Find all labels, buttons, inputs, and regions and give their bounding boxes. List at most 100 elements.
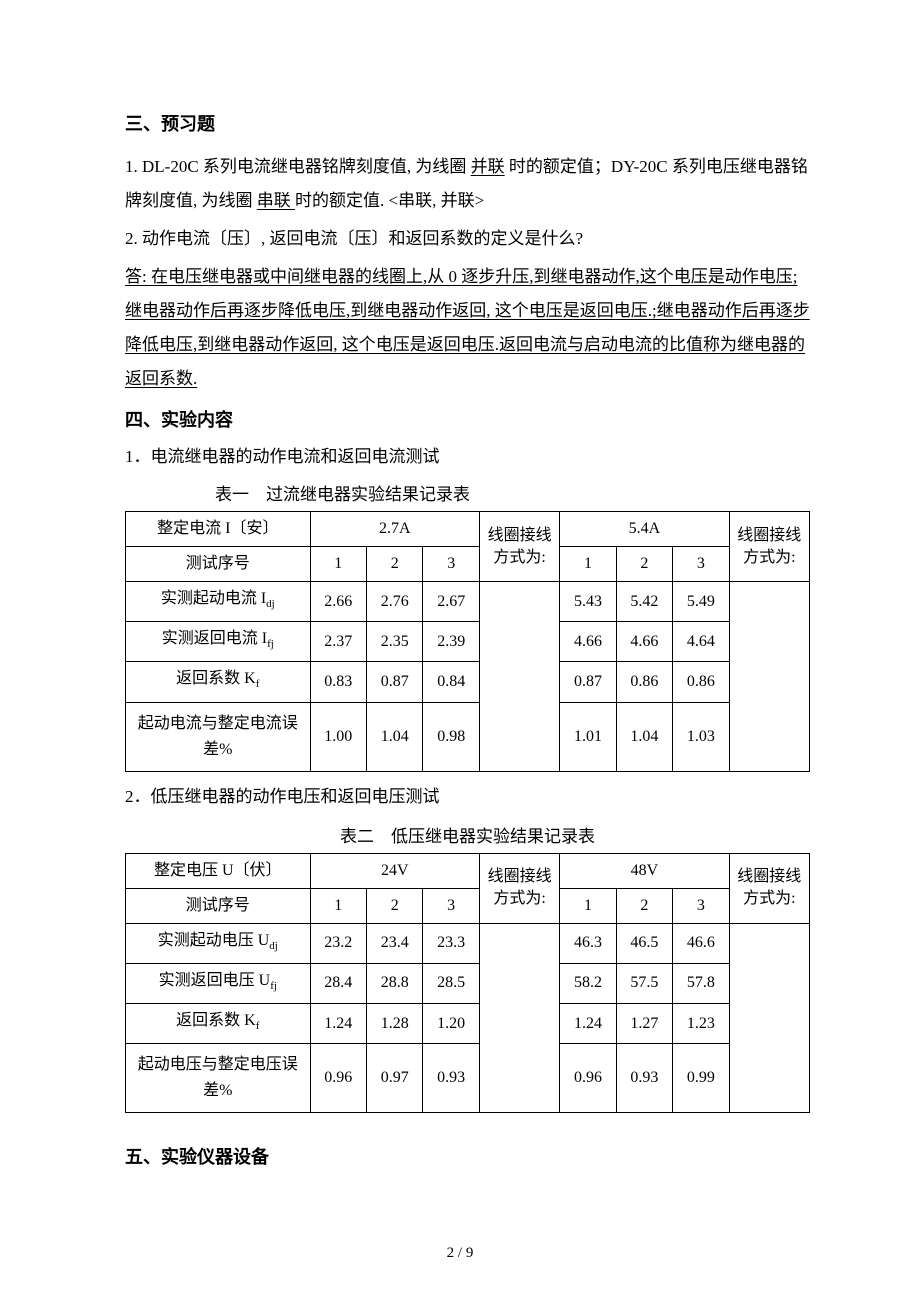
table1-title: 表一 过流继电器实验结果记录表 xyxy=(215,480,810,505)
t1-seq-label: 测试序号 xyxy=(126,547,311,582)
table1: 整定电流 I〔安〕 2.7A 线圈接线方式为: 5.4A 线圈接线方式为: 测试… xyxy=(125,511,810,772)
section4-item1: 1．电流继电器的动作电流和返回电流测试 xyxy=(125,442,810,472)
t2-udj-label: 实测起动电压 Udj xyxy=(126,923,311,963)
t1-kf-a1: 0.83 xyxy=(310,662,366,702)
t2-udj-a1: 23.2 xyxy=(310,923,366,963)
t2-err-a2: 0.97 xyxy=(366,1044,422,1113)
t2-ufj-a1: 28.4 xyxy=(310,963,366,1003)
t1-kf-pre: 返回系数 K xyxy=(176,670,256,687)
t1-coil-b-label: 线圈接线方式为: xyxy=(729,512,809,582)
t1-idj-b1: 5.43 xyxy=(560,582,616,622)
t1-kf-a2: 0.87 xyxy=(367,662,423,702)
section3-title: 三、预习题 xyxy=(125,110,810,136)
t2-coil-a-label: 线圈接线方式为: xyxy=(479,853,559,923)
t1-setting-a: 2.7A xyxy=(310,512,479,547)
t2-seq-b2: 2 xyxy=(616,888,672,923)
t2-udj-a2: 23.4 xyxy=(366,923,422,963)
t2-ufj-sub: fj xyxy=(270,980,277,992)
t2-kf-b2: 1.27 xyxy=(616,1003,672,1043)
t1-idj-b3: 5.49 xyxy=(673,582,729,622)
t2-kf-pre: 返回系数 K xyxy=(176,1012,256,1029)
table2-title: 表二 低压继电器实验结果记录表 xyxy=(125,822,810,847)
t1-seq-b2: 2 xyxy=(616,547,672,582)
t1-idj-label: 实测起动电流 Idj xyxy=(126,582,311,622)
t2-err-b2: 0.93 xyxy=(616,1044,672,1113)
t1-err-a3: 0.98 xyxy=(423,702,479,771)
t2-coil-b-cell xyxy=(729,923,809,1113)
t2-udj-sub: dj xyxy=(269,940,278,952)
t2-err-b3: 0.99 xyxy=(673,1044,729,1113)
t2-udj-a3: 23.3 xyxy=(423,923,479,963)
t1-seq-a1: 1 xyxy=(310,547,366,582)
t2-kf-label: 返回系数 Kf xyxy=(126,1003,311,1043)
t1-ifj-a3: 2.39 xyxy=(423,622,479,662)
t1-idj-a3: 2.67 xyxy=(423,582,479,622)
t1-err-b3: 1.03 xyxy=(673,702,729,771)
t2-seq-a3: 3 xyxy=(423,888,479,923)
t2-coil-b-label: 线圈接线方式为: xyxy=(729,853,809,923)
t1-ifj-b2: 4.66 xyxy=(616,622,672,662)
t1-kf-label: 返回系数 Kf xyxy=(126,662,311,702)
q1-blank1: 并联 xyxy=(471,157,505,176)
t2-kf-sub: f xyxy=(256,1020,260,1032)
t1-seq-a2: 2 xyxy=(367,547,423,582)
t1-coil-a-label: 线圈接线方式为: xyxy=(479,512,559,582)
t1-seq-b3: 3 xyxy=(673,547,729,582)
section4-title: 四、实验内容 xyxy=(125,406,810,432)
page-number: 2 / 9 xyxy=(0,1245,920,1262)
t2-setting-a: 24V xyxy=(310,853,479,888)
t1-coil-b-cell xyxy=(729,582,809,772)
t1-ifj-pre: 实测返回电流 I xyxy=(162,630,267,647)
table2: 整定电压 U〔伏〕 24V 线圈接线方式为: 48V 线圈接线方式为: 测试序号… xyxy=(125,853,810,1114)
page: 三、预习题 1. DL-20C 系列电流继电器铭牌刻度值, 为线圈 并联 时的额… xyxy=(0,0,920,1302)
t1-coil-a-cell xyxy=(479,582,559,772)
t2-kf-a1: 1.24 xyxy=(310,1003,366,1043)
section4-item2: 2．低压继电器的动作电压和返回电压测试 xyxy=(125,782,810,812)
t1-err-b2: 1.04 xyxy=(616,702,672,771)
t1-kf-sub: f xyxy=(256,679,260,691)
t1-ifj-b1: 4.66 xyxy=(560,622,616,662)
answer-body: 在电压继电器或中间继电器的线圈上,从 0 逐步升压,到继电器动作,这个电压是动作… xyxy=(125,267,810,388)
t2-kf-a2: 1.28 xyxy=(366,1003,422,1043)
t2-err-a3: 0.93 xyxy=(423,1044,479,1113)
t1-idj-b2: 5.42 xyxy=(616,582,672,622)
t1-idj-sub: dj xyxy=(266,598,275,610)
t2-ufj-a2: 28.8 xyxy=(366,963,422,1003)
t1-err-a2: 1.04 xyxy=(367,702,423,771)
t2-udj-b2: 46.5 xyxy=(616,923,672,963)
t2-coil-a-cell xyxy=(479,923,559,1113)
t2-udj-pre: 实测起动电压 U xyxy=(158,932,270,949)
t1-err-b1: 1.01 xyxy=(560,702,616,771)
t1-seq-a3: 3 xyxy=(423,547,479,582)
t2-ufj-b3: 57.8 xyxy=(673,963,729,1003)
answer-paragraph: 答: 在电压继电器或中间继电器的线圈上,从 0 逐步升压,到继电器动作,这个电压… xyxy=(125,260,810,396)
t2-ufj-label: 实测返回电压 Ufj xyxy=(126,963,311,1003)
q2-paragraph: 2. 动作电流〔压〕, 返回电流〔压〕和返回系数的定义是什么? xyxy=(125,222,810,256)
t2-ufj-b2: 57.5 xyxy=(616,963,672,1003)
t1-err-label: 起动电流与整定电流误差% xyxy=(126,702,311,771)
t1-ifj-sub: fj xyxy=(267,638,274,650)
t2-err-a1: 0.96 xyxy=(310,1044,366,1113)
t2-udj-b3: 46.6 xyxy=(673,923,729,963)
t1-kf-b2: 0.86 xyxy=(616,662,672,702)
t2-setting-b: 48V xyxy=(560,853,729,888)
t1-kf-b1: 0.87 xyxy=(560,662,616,702)
answer-label: 答: xyxy=(125,267,151,286)
t1-ifj-a2: 2.35 xyxy=(367,622,423,662)
t1-setting-b: 5.4A xyxy=(560,512,729,547)
t2-setting-label: 整定电压 U〔伏〕 xyxy=(126,853,311,888)
t2-kf-b3: 1.23 xyxy=(673,1003,729,1043)
t2-seq-b3: 3 xyxy=(673,888,729,923)
t1-kf-b3: 0.86 xyxy=(673,662,729,702)
q1-paragraph: 1. DL-20C 系列电流继电器铭牌刻度值, 为线圈 并联 时的额定值；DY-… xyxy=(125,150,810,218)
q1-pre: 1. DL-20C 系列电流继电器铭牌刻度值, 为线圈 xyxy=(125,157,471,176)
t2-err-label: 起动电压与整定电压误差% xyxy=(126,1044,311,1113)
t1-ifj-label: 实测返回电流 Ifj xyxy=(126,622,311,662)
section5-title: 五、实验仪器设备 xyxy=(125,1143,810,1169)
t1-kf-a3: 0.84 xyxy=(423,662,479,702)
t2-seq-label: 测试序号 xyxy=(126,888,311,923)
t2-ufj-a3: 28.5 xyxy=(423,963,479,1003)
t2-udj-b1: 46.3 xyxy=(560,923,616,963)
t1-ifj-b3: 4.64 xyxy=(673,622,729,662)
t1-idj-a1: 2.66 xyxy=(310,582,366,622)
